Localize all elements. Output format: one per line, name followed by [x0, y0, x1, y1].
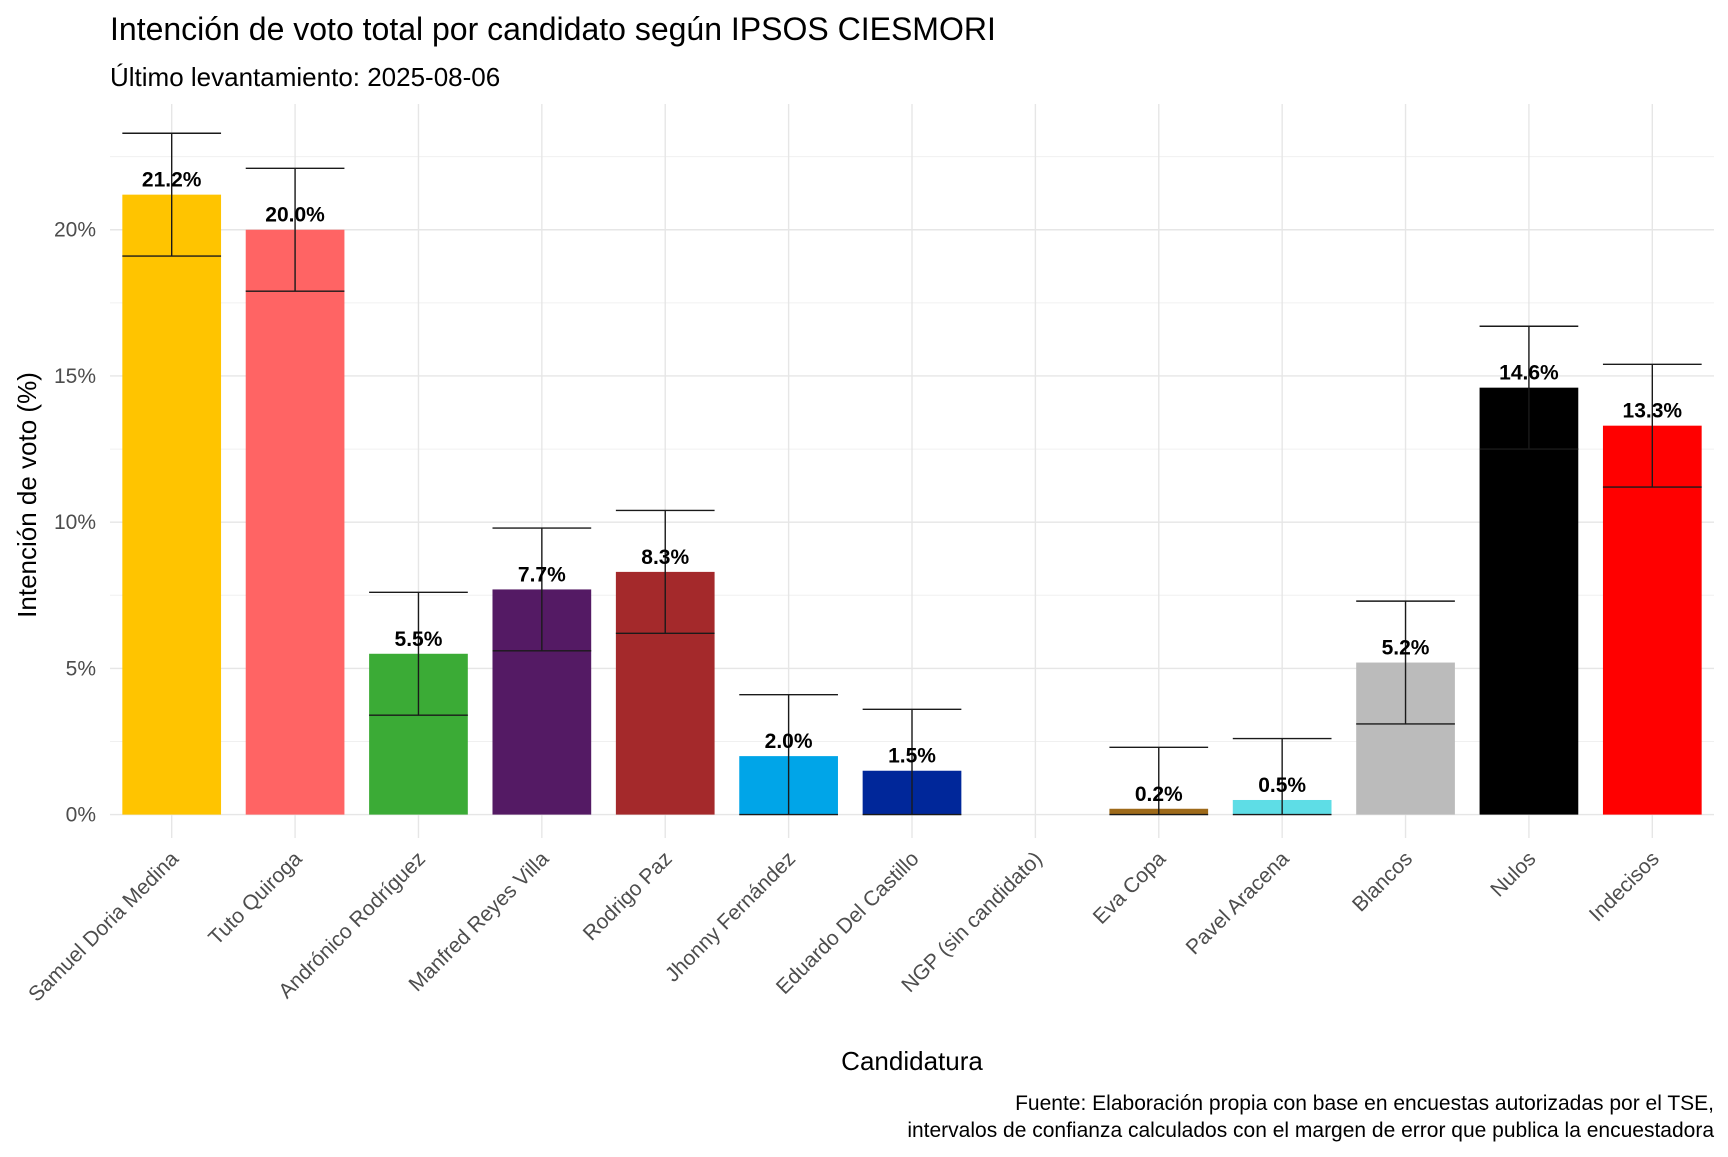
x-tick-label: Tuto Quiroga	[204, 847, 307, 950]
bar	[122, 194, 222, 815]
error-bars	[122, 132, 1702, 816]
y-tick-label: 20%	[54, 219, 96, 242]
x-tick-label: Rodrigo Paz	[579, 847, 677, 945]
x-tick-label: Indecisos	[1585, 847, 1664, 926]
error-bar	[1479, 325, 1579, 450]
y-tick-label: 0%	[66, 804, 96, 827]
x-axis-ticks: Samuel Doria Medina Tuto QuirogaAndrónico…	[24, 847, 1664, 1006]
error-bar	[1232, 737, 1332, 816]
x-tick-label: Eva Copa	[1089, 847, 1171, 929]
error-bar	[739, 694, 838, 816]
bar	[245, 229, 345, 815]
error-bar	[1109, 746, 1209, 816]
error-bar	[862, 708, 962, 816]
x-tick-label: Samuel Doria Medina	[24, 847, 183, 1006]
caption-line-2: intervalos de confianza calculados con e…	[907, 1119, 1714, 1142]
data-label: 20.0%	[265, 204, 325, 227]
caption-line-1: Fuente: Elaboración propia con base en e…	[1015, 1092, 1714, 1115]
y-axis-title: Intención de voto (%)	[12, 372, 42, 618]
bars	[122, 194, 1702, 815]
y-tick-label: 5%	[66, 657, 96, 680]
data-label: 13.3%	[1623, 400, 1683, 423]
data-label: 5.2%	[1382, 637, 1430, 660]
data-label: 14.6%	[1499, 362, 1559, 385]
x-tick-label: Blancos	[1348, 847, 1417, 916]
x-tick-label: Pavel Aracena	[1182, 847, 1294, 959]
error-bar	[615, 509, 715, 634]
y-axis-ticks: 0% 5% 10% 15% 20%	[54, 219, 96, 827]
chart-title: Intención de voto total por candidato se…	[110, 11, 996, 47]
data-label: 8.3%	[641, 546, 689, 569]
data-label: 1.5%	[888, 745, 936, 768]
error-bar	[492, 527, 592, 652]
y-tick-label: 15%	[54, 365, 96, 388]
data-label: 0.2%	[1135, 783, 1183, 806]
x-tick-label: Nulos	[1486, 847, 1540, 901]
data-label: 7.7%	[518, 563, 566, 586]
bar	[1602, 425, 1702, 815]
error-bar	[369, 591, 468, 716]
x-axis-title: Candidatura	[841, 1046, 983, 1076]
error-bar	[245, 167, 345, 292]
data-label: 2.0%	[765, 730, 813, 753]
bar	[1479, 387, 1579, 815]
error-bar	[1356, 600, 1455, 725]
error-bar	[122, 132, 222, 257]
data-label: 5.5%	[395, 628, 443, 651]
x-tick-label: Jhonny Fernández	[661, 847, 800, 986]
data-label: 21.2%	[142, 169, 202, 192]
data-label: 0.5%	[1258, 774, 1306, 797]
x-tick-label: NGP (sin candidato)	[897, 847, 1047, 997]
value-labels: 21.2% 20.0% 5.5% 7.7% 8.3% 2.0% 1.5% 0.2% 0.5% 5.…	[142, 169, 1682, 806]
x-tick-label: Manfred Reyes Villa	[405, 847, 554, 996]
error-bar	[1602, 363, 1702, 488]
chart-subtitle: Último levantamiento: 2025-08-06	[110, 62, 500, 92]
y-tick-label: 10%	[54, 511, 96, 534]
